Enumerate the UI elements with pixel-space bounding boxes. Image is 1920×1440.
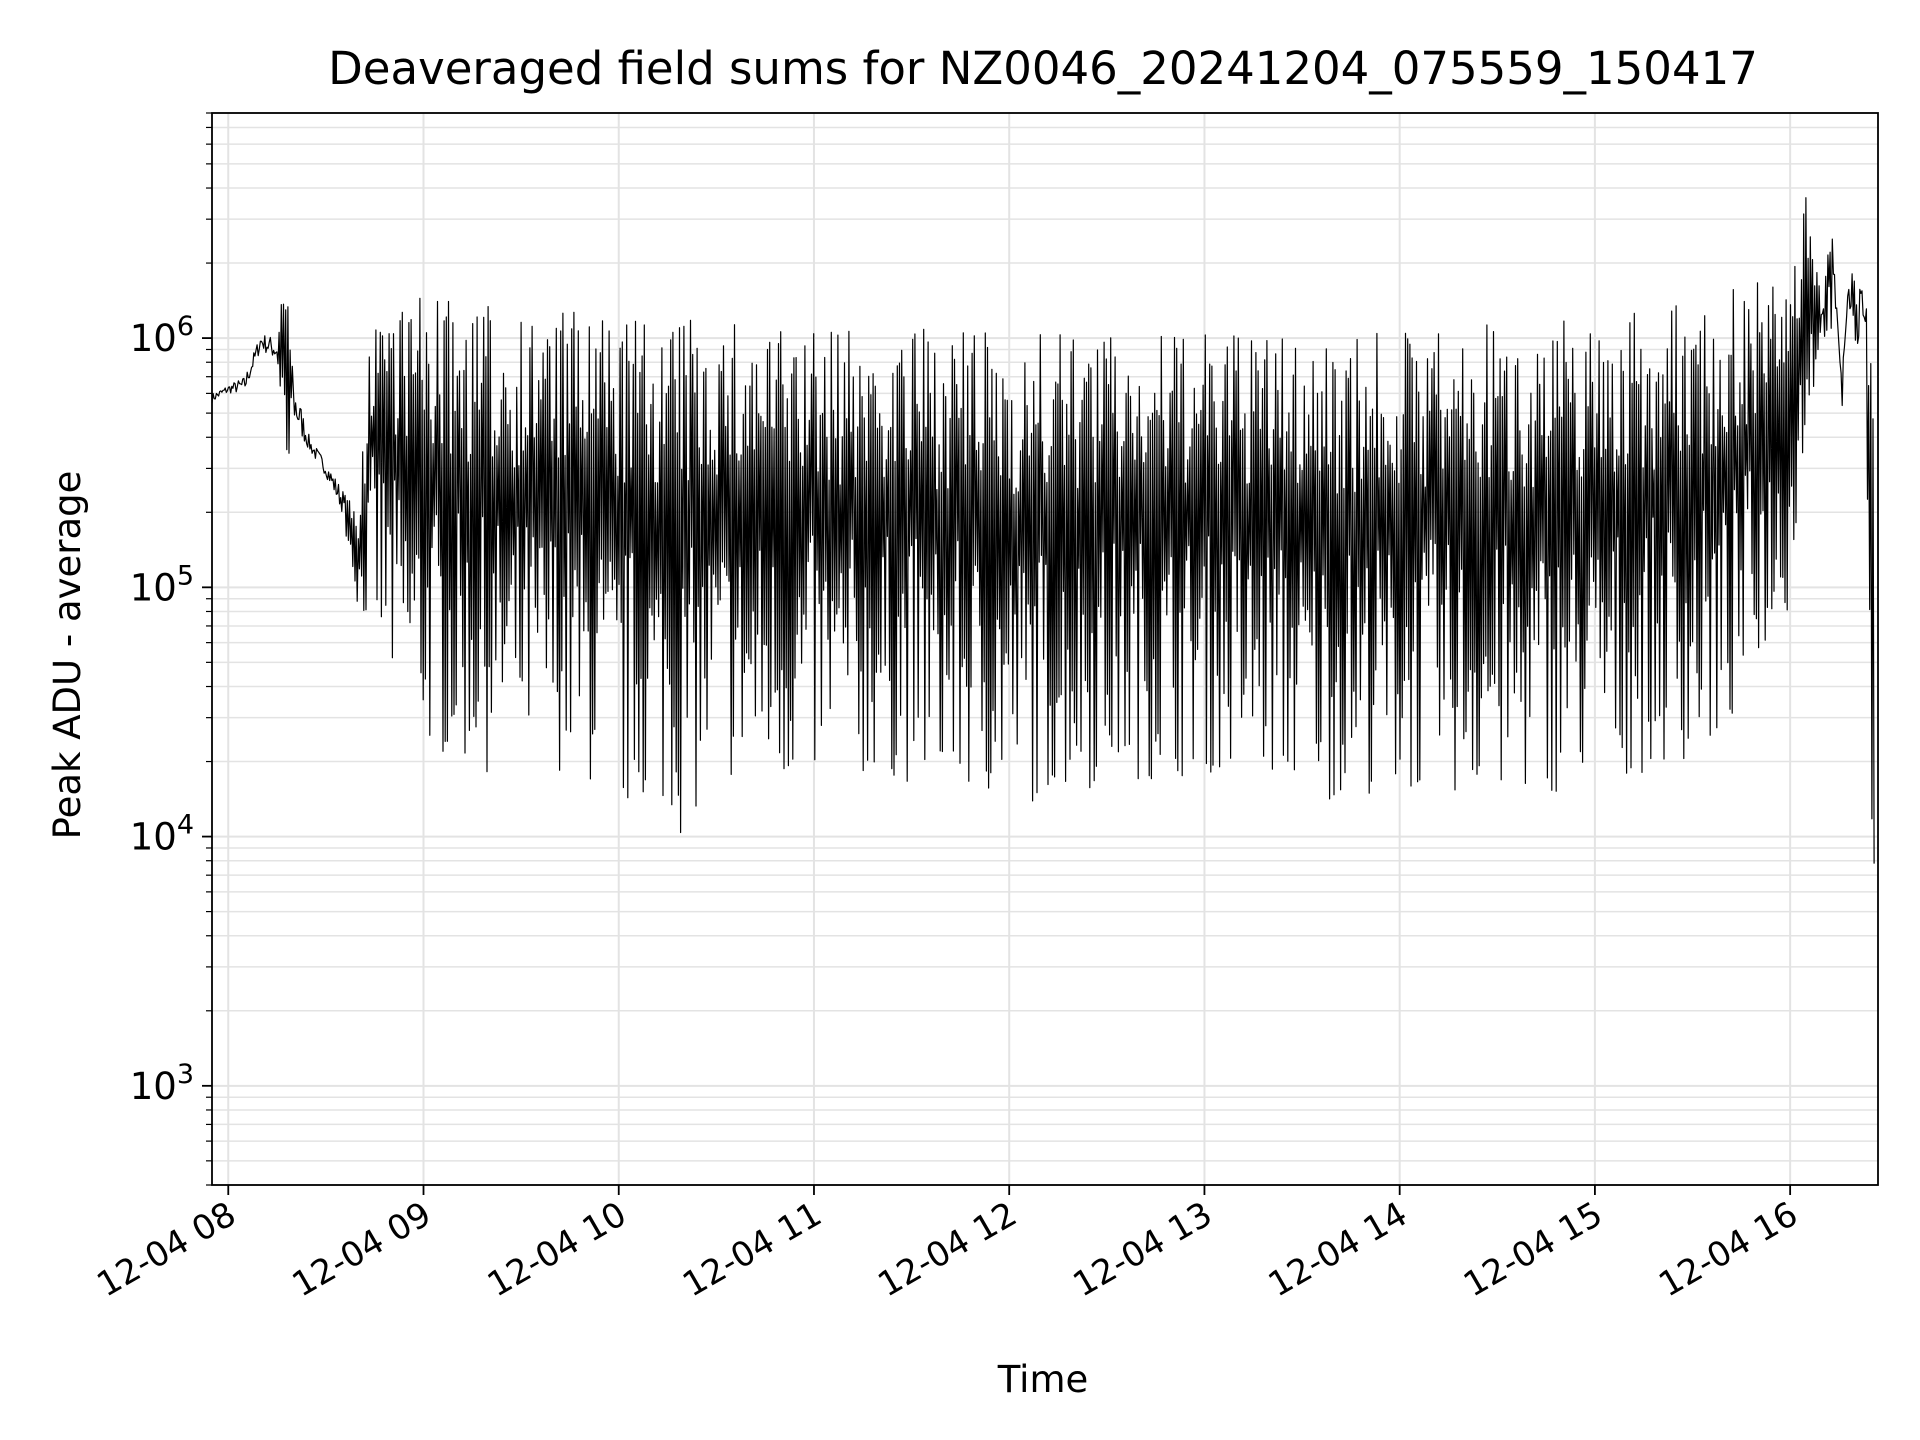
chart-title: Deaveraged field sums for NZ0046_2024120…	[328, 42, 1758, 95]
y-tick-exponent: 6	[177, 311, 194, 342]
y-tick-exponent: 5	[177, 560, 194, 591]
y-tick-base: 10	[130, 816, 177, 859]
y-tick-label: 105	[130, 560, 194, 609]
y-tick-label: 106	[130, 311, 194, 360]
y-tick-base: 10	[130, 317, 177, 360]
y-tick-exponent: 3	[177, 1059, 194, 1090]
y-tick-label: 103	[130, 1059, 194, 1108]
plot-area-frame	[211, 112, 1879, 1186]
x-axis-label: Time	[997, 1358, 1089, 1401]
y-tick-base: 10	[130, 1065, 177, 1108]
y-tick-label: 104	[130, 810, 194, 859]
data-line	[211, 197, 1875, 864]
y-tick-exponent: 4	[177, 810, 194, 841]
y-tick-base: 10	[130, 566, 177, 609]
series-line	[211, 197, 1875, 864]
y-axis-label: Peak ADU - average	[46, 471, 89, 840]
grid	[212, 112, 1878, 1186]
